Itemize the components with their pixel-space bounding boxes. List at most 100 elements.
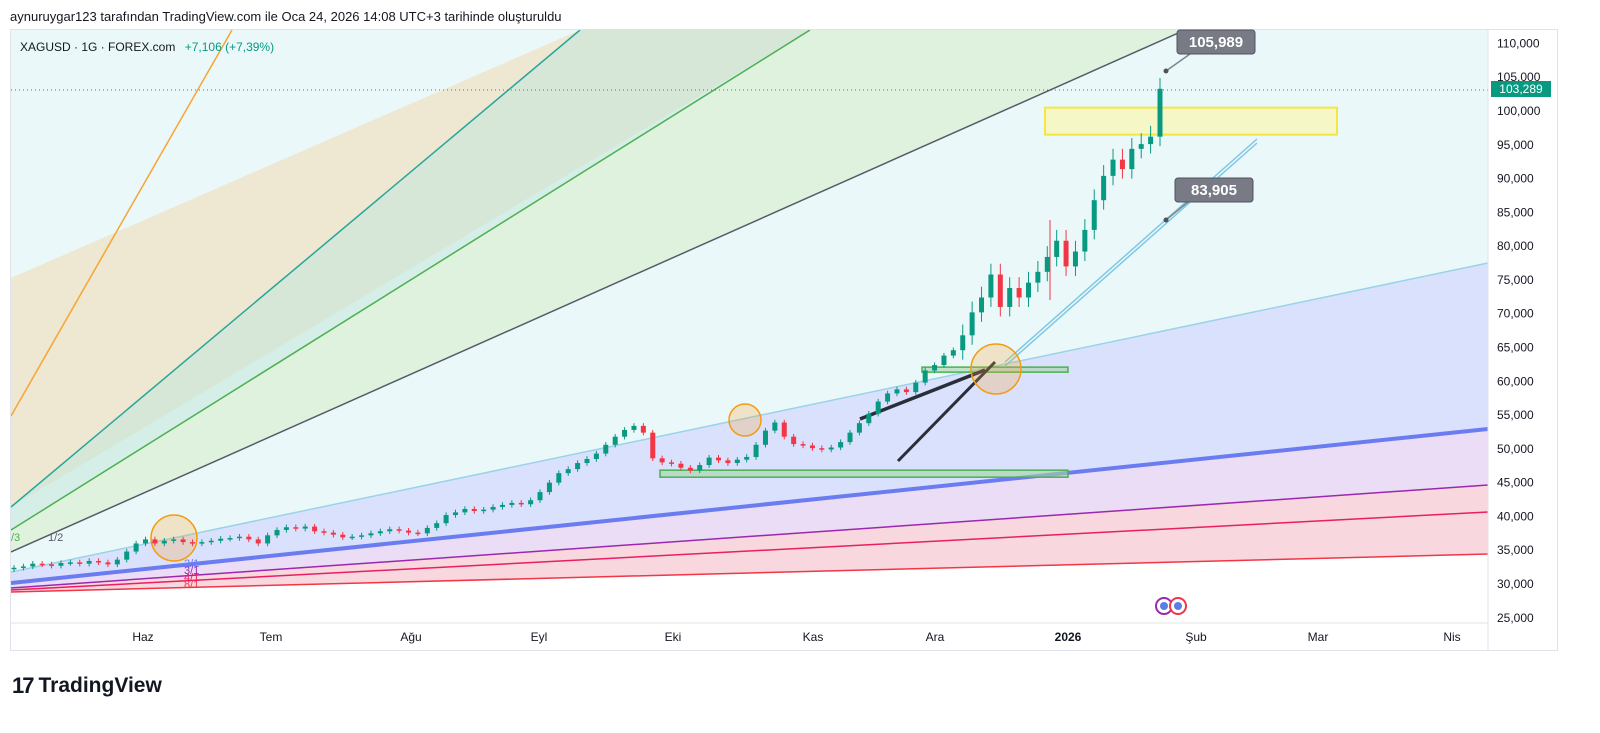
- candles: [11, 77, 1163, 572]
- candle-body: [894, 389, 900, 394]
- candle: [800, 441, 806, 449]
- candle-body: [828, 447, 834, 450]
- candle: [518, 500, 524, 507]
- candle: [528, 497, 534, 507]
- x-tick-label: Kas: [803, 630, 824, 644]
- candle-body: [1119, 159, 1125, 170]
- candle: [950, 347, 956, 359]
- candle: [546, 479, 552, 495]
- y-tick-label: 110,000: [1497, 36, 1540, 50]
- candle: [866, 411, 872, 426]
- candle: [105, 559, 111, 568]
- candle-body: [359, 535, 365, 537]
- tradingview-logo[interactable]: 17 TradingView: [12, 673, 162, 699]
- candle-body: [697, 465, 703, 471]
- candle-body: [988, 274, 994, 298]
- fan-line-blue: [11, 427, 1488, 585]
- y-tick-label: 45,000: [1497, 476, 1534, 490]
- candle: [744, 454, 750, 463]
- candle-body: [584, 458, 590, 464]
- candle-body: [133, 543, 139, 552]
- candle-body: [819, 448, 825, 450]
- candle: [218, 536, 224, 544]
- candle: [593, 450, 599, 462]
- candle: [1157, 77, 1163, 147]
- candle: [1072, 240, 1078, 276]
- candle: [631, 423, 637, 433]
- candle-body: [800, 444, 806, 446]
- candle: [434, 520, 440, 531]
- candle-body: [913, 382, 919, 393]
- trend-channel-upper: [1004, 138, 1258, 363]
- candle-body: [856, 423, 862, 433]
- x-tick-label: 2026: [1055, 630, 1082, 644]
- candle: [340, 531, 346, 541]
- candle-body: [227, 538, 233, 540]
- candle: [1138, 133, 1144, 159]
- candle-body: [152, 539, 158, 544]
- candle-body: [866, 413, 872, 424]
- candle-body: [255, 539, 261, 544]
- candle-body: [1157, 88, 1163, 137]
- candle: [143, 536, 149, 547]
- candle-body: [546, 482, 552, 493]
- candle: [960, 324, 966, 360]
- candle: [1148, 125, 1154, 154]
- candle: [283, 524, 289, 533]
- candle: [49, 561, 55, 569]
- candle-body: [734, 459, 740, 464]
- candle: [932, 362, 938, 374]
- wedge-line-upper: [859, 368, 986, 421]
- candle-body: [650, 432, 656, 459]
- candle-body: [236, 536, 242, 539]
- x-tick-label: Mar: [1308, 630, 1329, 644]
- candle-body: [969, 312, 975, 336]
- candle: [772, 419, 778, 434]
- y-tick-label: 60,000: [1497, 374, 1534, 388]
- candle: [1016, 277, 1022, 307]
- candle-body: [434, 523, 440, 528]
- candle: [321, 528, 327, 536]
- candle: [1063, 229, 1069, 276]
- event-flag-dot: [1160, 602, 1168, 610]
- candle: [753, 442, 759, 460]
- candle-body: [593, 453, 599, 459]
- candle-body: [885, 393, 891, 402]
- callout-low: 83,905: [1163, 177, 1254, 223]
- chart-caption: aynuruygar123 tarafından TradingView.com…: [10, 9, 562, 24]
- candle-body: [415, 532, 421, 535]
- event-flag-icon: [1169, 597, 1187, 615]
- candle-body: [199, 542, 205, 544]
- candle: [499, 502, 505, 510]
- fan-line-green: [11, 30, 811, 531]
- symbol-legend[interactable]: XAGUSD · 1G · FOREX.com +7,106 (+7,39%): [20, 40, 274, 54]
- candle-body: [791, 436, 797, 445]
- tradingview-logo-icon: 17: [12, 673, 35, 698]
- symbol-name: XAGUSD · 1G · FOREX.com: [20, 40, 176, 54]
- candle-body: [518, 502, 524, 505]
- candle: [471, 506, 477, 514]
- y-tick-label: 50,000: [1497, 442, 1534, 456]
- candle: [847, 429, 853, 445]
- candle-body: [39, 563, 45, 566]
- x-tick-label: Haz: [132, 630, 153, 644]
- candle-body: [274, 529, 280, 536]
- candle-body: [114, 559, 120, 565]
- candle-body: [30, 563, 36, 567]
- x-tick-label: Eyl: [531, 630, 548, 644]
- wedge-line-lower: [896, 360, 997, 463]
- y-tick-label: 105,000: [1497, 70, 1541, 84]
- candle: [443, 512, 449, 526]
- candle: [189, 539, 195, 547]
- fan-label: /3: [11, 532, 20, 544]
- candle-body: [330, 532, 336, 535]
- candle: [180, 536, 186, 545]
- candle-body: [1072, 251, 1078, 267]
- candle-body: [772, 422, 778, 431]
- candle-body: [396, 529, 402, 531]
- x-tick-label: Ara: [926, 630, 945, 644]
- candle: [96, 558, 102, 566]
- candle: [1025, 271, 1031, 307]
- overlays: 105,989 83,905/3 1/2 2/13/14/18/1: [11, 29, 1256, 615]
